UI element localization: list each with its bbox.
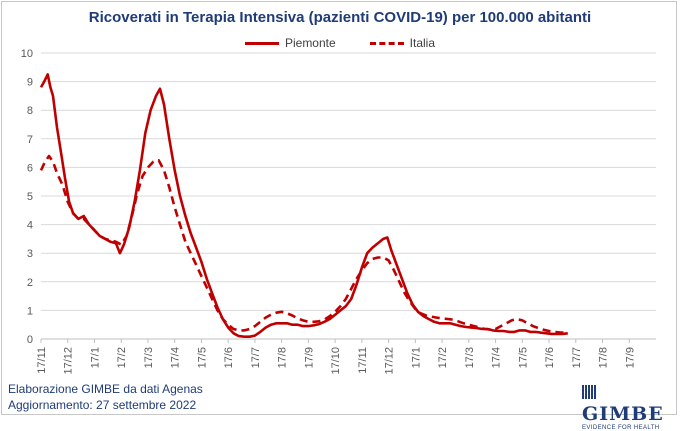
legend-label-italia: Italia	[409, 36, 436, 50]
x-tick-label: 17/4	[491, 347, 503, 368]
series-line-piemonte	[39, 73, 568, 338]
x-tick-label: 17/3	[143, 347, 155, 368]
chart-title: Ricoverati in Terapia Intensiva (pazient…	[88, 9, 592, 26]
y-tick-label: 4	[27, 220, 33, 232]
x-tick-label: 17/8	[277, 347, 289, 368]
y-tick-label: 3	[27, 248, 33, 260]
footer: Elaborazione GIMBE da dati Agenas Aggior…	[8, 381, 203, 413]
logo-name: GIMBE	[582, 403, 664, 425]
y-tick-label: 6	[27, 162, 33, 174]
x-axis-ticks: 17/11 17/12 17/1 17/2 17/3 17/4 17/5 17/6 17/7 17…	[36, 339, 636, 375]
logo-tagline: EVIDENCE FOR HEALTH	[582, 425, 660, 431]
y-tick-label: 8	[27, 105, 33, 117]
y-tick-label: 7	[27, 134, 33, 146]
legend-item-piemonte: Piemonte	[244, 36, 336, 50]
x-tick-label: 17/4	[170, 347, 182, 368]
legend-swatch-dashed	[369, 41, 404, 45]
y-tick-label: 1	[27, 305, 33, 317]
x-tick-label: 17/5	[196, 347, 208, 368]
y-tick-label: 9	[27, 77, 33, 89]
y-tick-label: 5	[27, 191, 33, 203]
x-tick-label: 17/1	[410, 347, 422, 368]
x-tick-label: 17/12	[384, 347, 396, 375]
x-tick-label: 17/6	[544, 347, 556, 368]
legend-item-italia: Italia	[369, 36, 436, 50]
x-tick-label: 17/2	[116, 347, 128, 368]
x-tick-label: 17/5	[517, 347, 529, 368]
y-axis-ticks: 0 1 2 3 4 5 6 7 8 9 10	[21, 48, 33, 346]
gimbe-logo: GIMBE EVIDENCE FOR HEALTH	[582, 381, 674, 431]
x-tick-label: 17/11	[36, 347, 48, 374]
gimbe-logo-icon	[582, 385, 596, 399]
grid	[41, 52, 656, 340]
x-tick-label: 17/2	[437, 347, 449, 368]
series-lines	[39, 73, 568, 338]
x-tick-label: 17/3	[464, 347, 476, 368]
chart-frame	[1, 1, 677, 415]
legend-label-piemonte: Piemonte	[284, 36, 336, 50]
x-tick-label: 17/1	[89, 347, 101, 368]
x-tick-label: 17/11	[357, 347, 369, 374]
x-tick-label: 17/9	[303, 347, 315, 368]
x-tick-label: 17/12	[63, 347, 75, 375]
series-line-italia	[39, 154, 568, 334]
footer-update: Aggiornamento: 27 settembre 2022	[8, 398, 197, 412]
x-tick-label: 17/6	[223, 347, 235, 368]
x-tick-label: 17/9	[624, 347, 636, 368]
legend-swatch-solid	[244, 41, 279, 45]
legend: Piemonte Italia	[0, 36, 680, 50]
x-tick-label: 17/7	[571, 347, 583, 368]
x-tick-label: 17/8	[598, 347, 610, 368]
y-tick-label: 2	[27, 277, 33, 289]
y-tick-label: 10	[21, 48, 33, 60]
x-tick-label: 17/7	[250, 347, 262, 368]
footer-source: Elaborazione GIMBE da dati Agenas	[8, 382, 203, 396]
x-tick-label: 17/10	[330, 347, 342, 375]
y-tick-label: 0	[27, 334, 33, 346]
